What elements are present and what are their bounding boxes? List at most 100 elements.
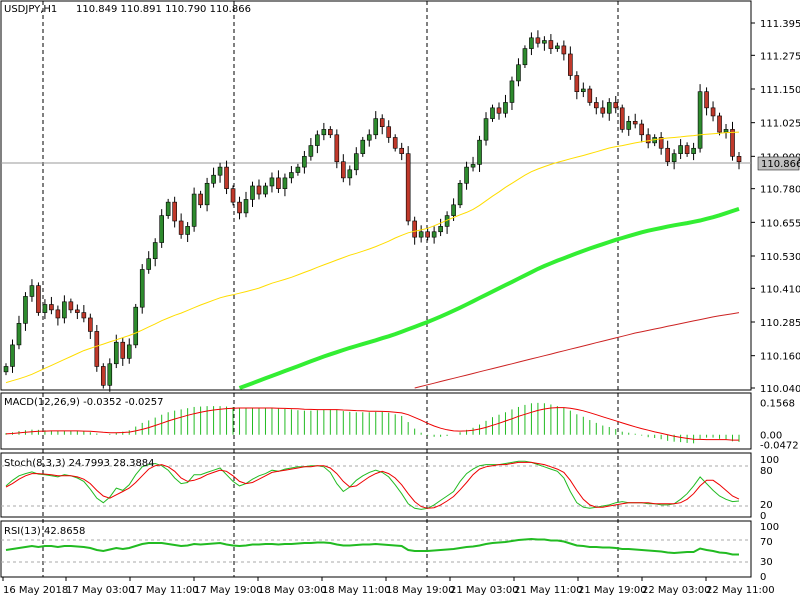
bear-candle: [593, 102, 599, 109]
time-tick-label: 17 May 19:00: [194, 585, 263, 596]
bear-candle: [736, 156, 742, 163]
bull-candle: [165, 201, 171, 216]
bear-candle: [496, 107, 502, 114]
price-tick-label: 111.150: [760, 85, 800, 96]
moving-average-line: [5, 131, 740, 384]
bear-candle: [341, 161, 346, 179]
bear-candle: [587, 88, 593, 103]
rsi-layer: [5, 537, 739, 556]
bull-candle: [606, 102, 612, 114]
bull-candle: [360, 139, 366, 154]
current-price-tag-bg: [757, 156, 800, 171]
bear-candle: [399, 147, 404, 154]
rsi-title: RSI(13) 42.8658: [4, 526, 85, 537]
bull-candle: [697, 91, 703, 149]
bull-candle: [211, 174, 216, 184]
bull-candle: [509, 80, 515, 103]
price-tick-label: 110.655: [760, 218, 800, 229]
bull-candle: [191, 193, 197, 227]
bull-candle: [204, 182, 210, 206]
bear-candle: [568, 53, 573, 76]
bear-candle: [704, 91, 709, 109]
bear-candle: [198, 193, 203, 206]
macd-tick-label: 0.1568: [760, 399, 795, 410]
time-tick-label: 18 May 03:00: [258, 585, 327, 596]
moving-average-line: [238, 206, 740, 390]
stoch-tick-label: 0: [760, 511, 766, 522]
bear-candle: [120, 341, 126, 359]
stoch-layer: [5, 460, 740, 510]
rsi-tick-label: 0: [760, 572, 766, 583]
bear-candle: [334, 134, 340, 163]
bull-candle: [347, 169, 353, 179]
bull-candle: [366, 134, 372, 141]
macd-signal-line: [5, 407, 739, 441]
price-tick-label: 111.025: [760, 119, 800, 130]
bear-candle: [730, 129, 735, 157]
moving-average-line: [414, 312, 740, 389]
time-tick-label: 18 May 11:00: [322, 585, 391, 596]
time-tick-label: 18 May 19:00: [386, 585, 455, 596]
bear-candle: [392, 137, 398, 149]
bull-candle: [107, 363, 113, 386]
bull-candle: [289, 172, 294, 179]
macd-title: MACD(12,26,9) -0.0352 -0.0257: [4, 397, 164, 408]
bear-candle: [36, 285, 41, 313]
bear-candle: [178, 220, 184, 235]
bull-candle: [723, 129, 729, 133]
bull-candle: [353, 153, 359, 171]
moving-averages-layer: [5, 131, 740, 390]
bull-candle: [133, 306, 139, 346]
bull-candle: [438, 226, 443, 233]
stoch-panel: [0, 452, 752, 518]
time-tick-label: 21 May 19:00: [578, 585, 647, 596]
bear-candle: [561, 45, 567, 55]
bull-candle: [451, 204, 456, 216]
bull-candle: [159, 215, 164, 243]
bear-candle: [710, 107, 716, 117]
bull-candle: [302, 156, 307, 168]
session-separators: [42, 1, 619, 577]
bull-candle: [250, 185, 255, 200]
bull-candle: [503, 102, 508, 114]
bear-candle: [405, 153, 411, 222]
bear-candle: [94, 331, 100, 367]
bear-candle: [632, 121, 638, 125]
bear-candle: [49, 304, 54, 311]
bull-candle: [321, 129, 327, 136]
price-tick-label: 110.410: [760, 284, 800, 295]
bull-candle: [490, 107, 495, 119]
bear-candle: [68, 301, 74, 311]
price-title: USDJPY,H1: [4, 4, 57, 15]
bear-candle: [425, 231, 430, 238]
price-tick-label: 110.780: [760, 185, 800, 196]
bull-candle: [23, 296, 28, 324]
bull-candle: [418, 231, 424, 238]
price-ohlc-readout: 110.849 110.891 110.790 110.866: [76, 4, 251, 15]
bull-candle: [146, 258, 152, 270]
price-tick-label: 110.530: [760, 252, 800, 263]
bear-candle: [256, 185, 262, 195]
indicator-levels: [1, 465, 751, 563]
bear-candle: [328, 129, 333, 136]
bear-candle: [379, 118, 385, 128]
bear-candle: [658, 137, 664, 149]
bull-candle: [373, 118, 379, 136]
stoch-tick-label: 100: [760, 455, 779, 466]
bull-candle: [62, 301, 67, 319]
rsi-line: [5, 537, 739, 556]
stoch-title: Stoch(8,3,3) 24.7993 28.3884: [4, 458, 155, 469]
bull-candle: [464, 166, 469, 184]
bear-candle: [619, 107, 625, 130]
time-tick-label: 22 May 03:00: [642, 585, 711, 596]
rsi-tick-label: 30: [760, 557, 773, 568]
bear-candle: [639, 123, 644, 136]
bull-candle: [529, 37, 534, 49]
price-tick-label: 111.395: [760, 19, 800, 30]
time-tick-label: 21 May 11:00: [514, 585, 583, 596]
bull-candle: [269, 177, 275, 187]
bull-candle: [477, 139, 482, 165]
bull-candle: [243, 199, 249, 214]
bull-candle: [185, 226, 190, 235]
